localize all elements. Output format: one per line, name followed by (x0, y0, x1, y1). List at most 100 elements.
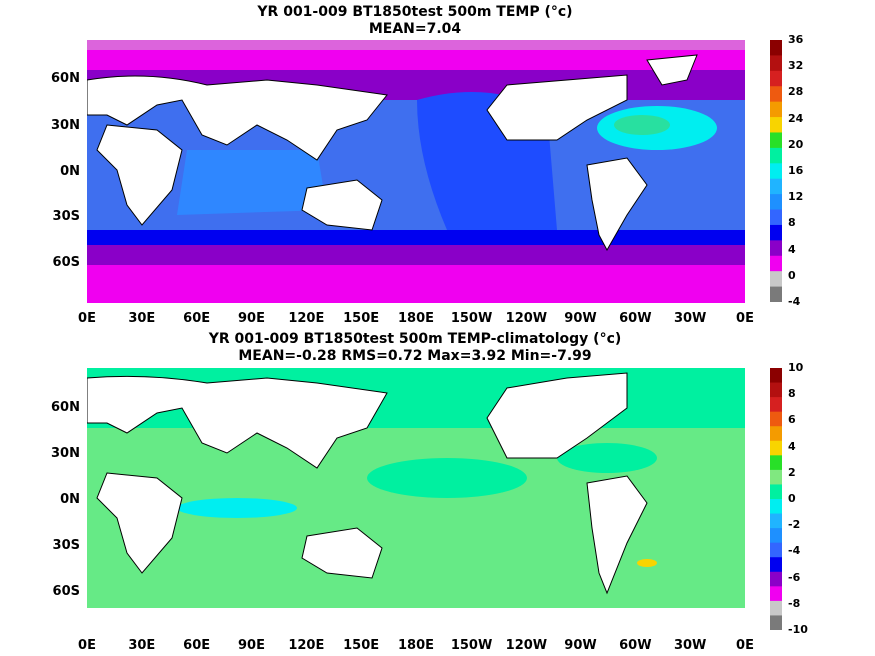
lon-label: 150E (343, 311, 380, 326)
top-map-stats: MEAN=7.04 (368, 21, 462, 37)
colorbar-tick-label: 0 (788, 492, 796, 505)
lon-label: 0E (736, 638, 754, 653)
colorbar-swatch (770, 411, 782, 427)
bottom-temperature-difference-map (87, 368, 745, 631)
colorbar-swatch (770, 440, 782, 456)
lon-label: 180E (397, 638, 435, 653)
top-colorbar (770, 40, 782, 302)
colorbar-swatch (770, 499, 782, 515)
colorbar-swatch (770, 255, 782, 272)
bottom-lat-label: 60N (51, 400, 80, 415)
colorbar-swatch (770, 209, 782, 226)
bottom-lat-label: 60S (52, 584, 80, 599)
colorbar-tick-label: -2 (788, 518, 801, 532)
colorbar-swatch (770, 117, 782, 133)
colorbar-swatch (770, 382, 782, 398)
colorbar-tick-label: 20 (788, 137, 804, 151)
colorbar-tick-label: 12 (788, 190, 804, 204)
colorbar-swatch (770, 70, 782, 87)
bottom-lat-label: 30S (52, 538, 80, 553)
colorbar-swatch (770, 132, 782, 149)
colorbar-swatch (770, 101, 782, 118)
lon-label: 60W (619, 311, 652, 326)
lon-label: 30W (673, 638, 707, 653)
colorbar-tick-label: -10 (788, 623, 808, 636)
colorbar-tick-label: 8 (788, 387, 796, 401)
colorbar-swatch (770, 600, 782, 616)
colorbar-tick-label: 28 (788, 85, 804, 99)
colorbar-swatch (770, 484, 782, 500)
lon-label: 30E (128, 638, 156, 653)
colorbar-swatch (770, 469, 782, 485)
lon-label: 180E (397, 311, 435, 326)
lon-label: 120W (505, 638, 548, 653)
lon-label: 150W (450, 638, 493, 653)
top-map-title: YR 001-009 BT1850test 500m TEMP (°c) (257, 4, 573, 20)
colorbar-swatch (770, 368, 782, 384)
lon-label: 0E (736, 311, 754, 326)
top-lat-label: 0N (60, 164, 80, 179)
lon-label: 120W (505, 311, 548, 326)
colorbar-tick-label: -4 (788, 295, 801, 308)
colorbar-swatch (770, 163, 782, 180)
lon-label: 120E (288, 638, 325, 653)
colorbar-swatch (770, 426, 782, 442)
bottom-map-title: YR 001-009 BT1850test 500m TEMP-climatol… (208, 331, 622, 347)
colorbar-swatch (770, 542, 782, 558)
lon-label: 60E (183, 638, 211, 653)
bottom-lat-label: 0N (60, 492, 80, 507)
colorbar-swatch (770, 513, 782, 529)
colorbar-tick-label: 6 (788, 413, 796, 427)
lon-label: 0E (78, 638, 96, 653)
colorbar-tick-label: 4 (788, 242, 796, 256)
bottom-colorbar (770, 368, 782, 630)
lon-label: 30E (128, 311, 156, 326)
lon-label: 90W (564, 311, 597, 326)
colorbar-tick-label: 4 (788, 439, 796, 453)
colorbar-tick-label: 8 (788, 216, 796, 230)
colorbar-swatch (770, 571, 782, 587)
lon-label: 60W (619, 638, 652, 653)
colorbar-tick-label: 10 (788, 361, 804, 374)
colorbar-swatch (770, 224, 782, 241)
top-lat-label: 60S (52, 255, 80, 270)
colorbar-tick-label: 36 (788, 33, 804, 46)
lon-label: 90E (238, 311, 265, 326)
colorbar-swatch (770, 528, 782, 544)
top-lat-label: 60N (51, 71, 80, 86)
colorbar-tick-label: -6 (788, 570, 801, 584)
colorbar-swatch (770, 240, 782, 257)
colorbar-tick-label: -8 (788, 596, 801, 610)
colorbar-swatch (770, 455, 782, 471)
colorbar-swatch (770, 271, 782, 288)
colorbar-swatch (770, 147, 782, 164)
bottom-lat-label: 30N (51, 446, 80, 461)
lon-label: 60E (183, 311, 211, 326)
lon-label: 120E (288, 311, 325, 326)
colorbar-tick-label: 24 (788, 111, 804, 125)
colorbar-swatch (770, 178, 782, 195)
colorbar-swatch (770, 557, 782, 573)
lon-label: 150E (343, 638, 380, 653)
colorbar-swatch (770, 86, 782, 103)
bottom-map-stats: MEAN=-0.28 RMS=0.72 Max=3.92 Min=-7.99 (238, 348, 592, 364)
colorbar-swatch (770, 40, 782, 56)
lon-label: 90W (564, 638, 597, 653)
colorbar-swatch (770, 194, 782, 211)
colorbar-tick-label: 32 (788, 59, 804, 73)
lon-label: 0E (78, 311, 96, 326)
colorbar-swatch (770, 586, 782, 602)
colorbar-swatch (770, 397, 782, 413)
colorbar-swatch (770, 55, 782, 72)
top-lat-label: 30S (52, 209, 80, 224)
colorbar-tick-label: -4 (788, 544, 801, 558)
colorbar-tick-label: 0 (788, 268, 796, 282)
lon-label: 150W (450, 311, 493, 326)
colorbar-tick-label: 16 (788, 164, 804, 177)
top-lat-label: 30N (51, 118, 80, 133)
colorbar-swatch (770, 286, 782, 302)
colorbar-swatch (770, 615, 782, 630)
lon-label: 30W (673, 311, 707, 326)
top-temperature-map (87, 40, 745, 303)
lon-label: 90E (238, 638, 265, 653)
